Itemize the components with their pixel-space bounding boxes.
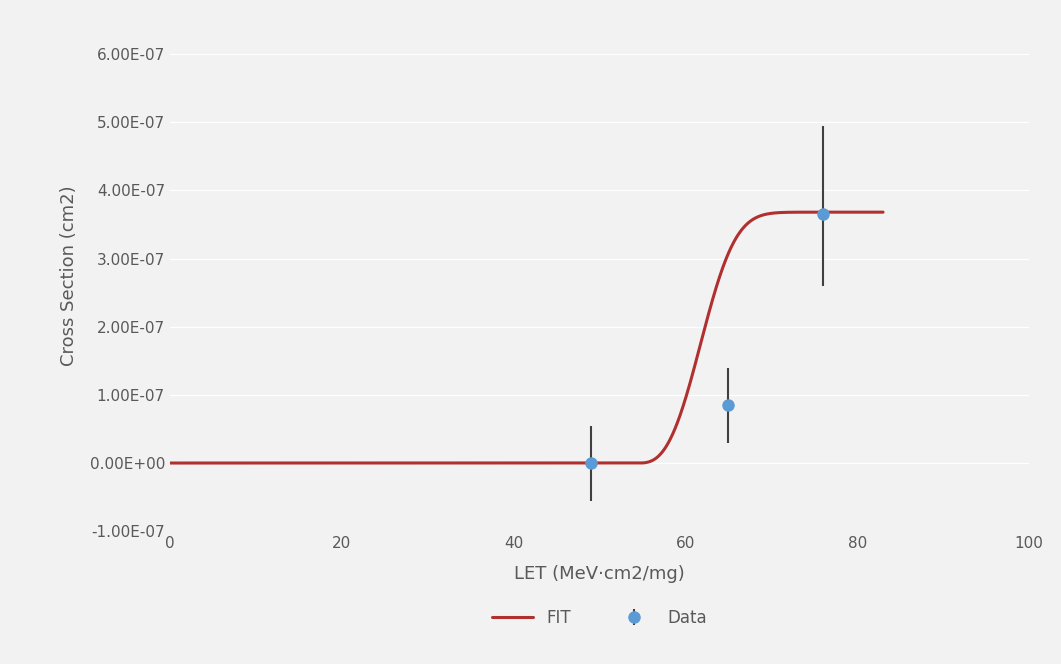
FIT	[163, 459, 176, 467]
FIT	[510, 459, 523, 467]
FIT	[855, 208, 868, 216]
Y-axis label: Cross Section (cm2): Cross Section (cm2)	[60, 185, 79, 366]
FIT	[856, 208, 869, 216]
FIT	[725, 243, 737, 251]
FIT	[876, 208, 889, 216]
Line: FIT: FIT	[170, 212, 883, 463]
Legend: FIT, Data: FIT, Data	[485, 602, 714, 633]
FIT	[199, 459, 212, 467]
FIT	[491, 459, 504, 467]
X-axis label: LET (MeV·cm2/mg): LET (MeV·cm2/mg)	[515, 565, 684, 583]
